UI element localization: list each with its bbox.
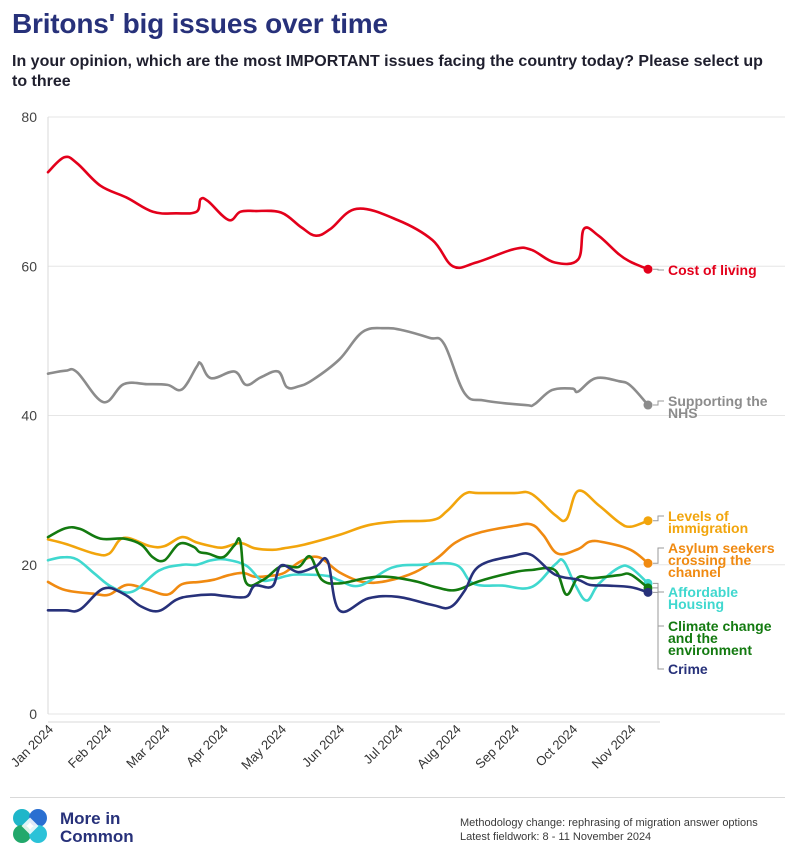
endpoint-levels-of-immigration (643, 516, 653, 526)
methodology-note: Methodology change: rephrasing of migrat… (460, 817, 758, 829)
series-label-line: Crime (668, 661, 708, 677)
series-line-supporting-the-nhs (46, 326, 650, 408)
line-chart: 0 20 40 60 80 Jan 2024 Feb 2024 Mar 2024 Apr 20… (8, 109, 785, 773)
footer-divider (10, 797, 785, 798)
series-label-line: and the (668, 630, 718, 646)
series-label-climate-change-and-the-environment: Climate change and the environment (668, 618, 772, 658)
connector-supporting-the-nhs (653, 400, 664, 406)
y-tick-label: 20 (21, 557, 37, 573)
endpoint-cost-of-living (643, 264, 653, 274)
series-label-line: Asylum seekers (668, 540, 775, 556)
series-label-line: Housing (668, 596, 724, 612)
series-line-cost-of-living (46, 155, 650, 271)
series-label-line: Affordable (668, 584, 738, 600)
x-tick-label: May 2024 (238, 722, 289, 773)
y-tick-label: 80 (21, 109, 37, 125)
x-tick-label: Nov 2024 (589, 722, 639, 772)
connector-crime (653, 591, 664, 670)
chart-subtitle: In your opinion, which are the most IMPO… (12, 53, 763, 90)
series-label-supporting-the-nhs: Supporting the NHS (668, 393, 768, 421)
series-line-climate-change-and-the-environment (46, 525, 650, 596)
series-label-levels-of-immigration: Levels of immigration (668, 508, 748, 536)
series-label-asylum-seekers-crossing-the-channel: Asylum seekers crossing the channel (668, 540, 775, 580)
y-tick-label: 60 (21, 258, 37, 274)
series-label-line: immigration (668, 520, 748, 536)
series-label-line: Supporting the (668, 393, 768, 409)
y-axis-ticks: 0 20 40 60 80 (21, 109, 37, 722)
more-in-common-logo-icon (13, 809, 47, 843)
series-label-line: crossing the (668, 552, 751, 568)
brand-name: More in Common (60, 810, 134, 846)
series-line-levels-of-immigration (46, 489, 650, 557)
y-tick-label: 0 (29, 706, 37, 722)
series-label-crime: Crime (668, 661, 708, 677)
x-tick-label: Jul 2024 (360, 722, 405, 767)
series-labels: Cost of living Supporting the NHS Levels of… (653, 262, 775, 677)
connector-levels-of-immigration (653, 515, 664, 522)
fieldwork-note: Latest fieldwork: 8 - 11 November 2024 (460, 831, 652, 843)
series-label-line: Climate change (668, 618, 772, 634)
gridlines (47, 116, 785, 723)
series-label-line: Levels of (668, 508, 729, 524)
x-tick-label: Mar 2024 (123, 722, 172, 771)
x-tick-label: Aug 2024 (414, 722, 464, 772)
series-line-crime (46, 551, 650, 614)
series-line-affordable-housing (46, 555, 650, 602)
connector-asylum-seekers-crossing-the-channel (653, 547, 664, 564)
x-tick-label: Jun 2024 (299, 722, 347, 770)
x-tick-label: Apr 2024 (183, 722, 231, 770)
y-tick-label: 40 (21, 408, 37, 424)
footnotes: Methodology change: rephrasing of migrat… (460, 816, 758, 844)
brand-line-1: More in (60, 809, 121, 828)
x-tick-label: Sep 2024 (472, 722, 522, 772)
series-label-line: channel (668, 564, 721, 580)
connector-cost-of-living (653, 268, 664, 271)
series-line-asylum-seekers-crossing-the-channel (46, 522, 650, 597)
series-lines (46, 155, 653, 614)
series-label-affordable-housing: Affordable Housing (668, 584, 738, 612)
endpoint-supporting-the-nhs (643, 400, 653, 410)
series-label-cost-of-living: Cost of living (668, 262, 757, 278)
series-label-line: NHS (668, 405, 698, 421)
x-tick-label: Feb 2024 (65, 722, 114, 771)
endpoint-asylum-seekers-crossing-the-channel (643, 558, 653, 568)
x-axis-ticks: Jan 2024 Feb 2024 Mar 2024 Apr 2024 May 2024… (8, 722, 639, 773)
series-label-line: Cost of living (668, 262, 757, 278)
endpoint-crime (643, 587, 653, 597)
chart-title: Britons' big issues over time (12, 8, 388, 39)
series-label-line: environment (668, 642, 752, 658)
x-tick-label: Jan 2024 (8, 722, 56, 770)
brand-line-2: Common (60, 827, 134, 846)
x-tick-label: Oct 2024 (532, 722, 580, 770)
